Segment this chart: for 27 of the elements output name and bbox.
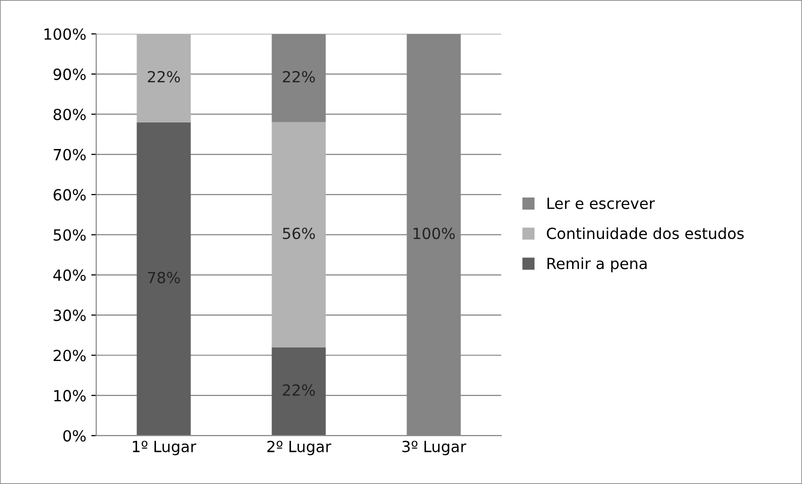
data-label: 100% [414, 228, 455, 240]
data-label: 22% [148, 70, 180, 82]
bar [272, 347, 326, 436]
y-tick-label: 100% [44, 28, 86, 40]
data-label: 78% [148, 272, 180, 284]
bar [272, 122, 326, 348]
legend-label: Ler e escrever [548, 198, 655, 210]
x-tick-label: 3º Lugar [402, 440, 466, 456]
y-tick-label: 80% [54, 108, 86, 120]
data-label: 22% [282, 384, 315, 396]
y-tick-label: 60% [54, 189, 86, 201]
y-tick-label: 70% [54, 148, 86, 160]
y-tick-label: 40% [53, 269, 86, 281]
y-tick-label: 90% [54, 68, 86, 80]
bar [136, 122, 191, 436]
y-tick-label: 10% [54, 390, 86, 402]
bar [136, 34, 191, 122]
legend-label: Continuidade dos estudos [546, 227, 744, 240]
y-tick-label: 50% [54, 229, 86, 241]
data-label: 56% [282, 228, 315, 240]
y-tick-label: 0% [63, 430, 86, 442]
x-tick-label: 2º Lugar [267, 440, 332, 456]
x-tick-label: 1º Lugar [132, 440, 196, 456]
y-tick-label: 20% [54, 350, 86, 362]
legend-label: Remir a pena [548, 257, 647, 272]
y-tick-label: 30% [54, 310, 86, 322]
data-label: 22% [282, 70, 315, 82]
